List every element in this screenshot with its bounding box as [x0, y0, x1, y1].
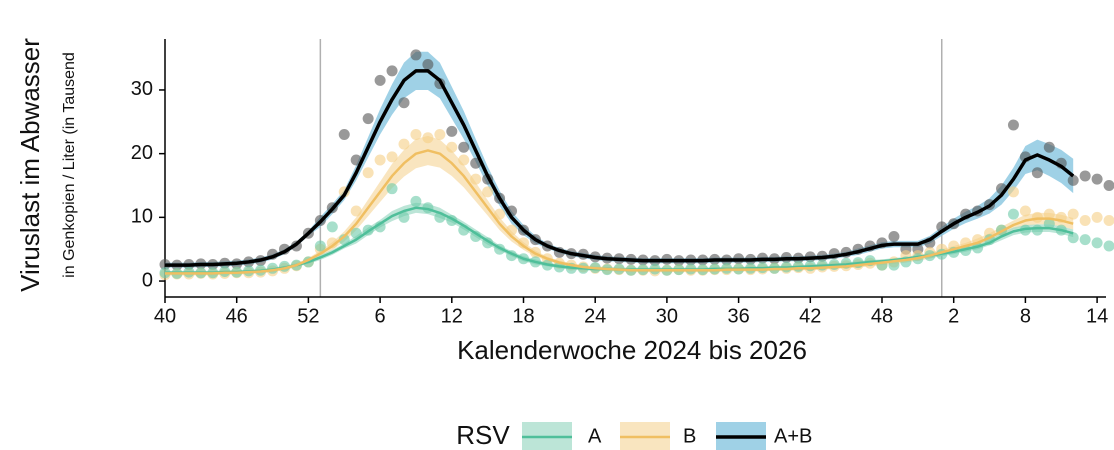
- x-tick-label: 6: [375, 305, 386, 327]
- y-tick-label: 20: [131, 142, 153, 164]
- data-point: [482, 186, 494, 198]
- data-point: [1031, 224, 1043, 236]
- confidence-band: [165, 51, 1074, 268]
- data-point: [374, 74, 386, 86]
- y-axis-sublabel: in Genkopien / Liter (in Tausend: [61, 52, 78, 278]
- data-point: [1007, 208, 1019, 220]
- confidence-band: [165, 135, 1074, 276]
- data-point: [1007, 119, 1019, 131]
- data-point: [1079, 170, 1091, 182]
- data-point: [386, 183, 398, 195]
- legend-label: A: [588, 425, 602, 447]
- data-point: [1079, 215, 1091, 227]
- x-axis-label: Kalenderwoche 2024 bis 2026: [457, 335, 807, 365]
- data-point: [434, 129, 446, 141]
- y-axis-label: Viruslast im Abwasser: [15, 38, 45, 292]
- data-point: [458, 154, 470, 166]
- x-tick-label: 12: [441, 305, 463, 327]
- data-point: [350, 205, 362, 217]
- data-point: [1103, 240, 1114, 252]
- x-tick-label: 52: [297, 305, 319, 327]
- data-point: [446, 141, 458, 153]
- data-point: [1043, 218, 1055, 230]
- legend-title: RSV: [456, 420, 510, 450]
- data-point: [362, 167, 374, 179]
- data-point: [470, 157, 482, 169]
- data-point: [1067, 232, 1079, 244]
- data-point: [1031, 211, 1043, 223]
- data-point: [518, 237, 529, 249]
- data-point: [350, 227, 362, 239]
- data-point: [410, 129, 422, 141]
- data-point: [326, 221, 338, 233]
- data-point: [1043, 141, 1055, 153]
- data-point: [1091, 211, 1103, 223]
- data-point: [458, 141, 470, 153]
- data-point: [374, 154, 386, 166]
- trend-line: [165, 149, 1074, 275]
- data-point: [422, 132, 434, 144]
- data-point: [470, 173, 482, 185]
- data-point: [1079, 234, 1091, 246]
- data-point: [1007, 186, 1019, 198]
- x-tick-label: 36: [727, 305, 749, 327]
- confidence-band: [165, 202, 1074, 275]
- data-point: [494, 208, 506, 220]
- data-point: [362, 113, 374, 125]
- legend-label: B: [683, 425, 696, 447]
- x-tick-label: 42: [799, 305, 821, 327]
- data-point: [446, 125, 458, 137]
- x-tick-label: 46: [226, 305, 248, 327]
- y-tick-label: 0: [142, 269, 153, 291]
- data-point: [350, 154, 362, 166]
- data-point: [410, 49, 422, 61]
- data-point: [1067, 174, 1079, 186]
- data-point: [386, 151, 398, 163]
- x-tick-label: 2: [948, 305, 959, 327]
- data-point: [398, 97, 410, 109]
- trend-line: [165, 69, 1075, 267]
- data-point: [422, 58, 434, 70]
- x-tick-label: 18: [512, 305, 534, 327]
- x-tick-label: 30: [656, 305, 678, 327]
- y-tick-label: 10: [131, 206, 153, 228]
- data-point: [386, 65, 398, 77]
- x-tick-label: 8: [1020, 305, 1031, 327]
- x-tick-label: 48: [871, 305, 893, 327]
- data-point: [1091, 237, 1103, 249]
- data-point: [338, 129, 350, 141]
- data-point: [1019, 205, 1031, 217]
- data-point: [1067, 208, 1079, 220]
- x-tick-label: 24: [584, 305, 606, 327]
- data-point: [326, 237, 338, 249]
- x-tick-label: 14: [1086, 305, 1108, 327]
- data-point: [314, 240, 326, 252]
- data-point: [1103, 180, 1114, 191]
- y-tick-label: 30: [131, 78, 153, 100]
- data-point: [1091, 173, 1103, 185]
- data-point: [888, 230, 900, 242]
- x-tick-label: 40: [154, 305, 176, 327]
- data-point: [1043, 208, 1055, 220]
- data-point: [398, 138, 410, 150]
- data-point: [1031, 167, 1043, 179]
- data-point: [1103, 215, 1114, 227]
- data-point: [398, 211, 410, 223]
- data-point: [338, 234, 350, 246]
- data-point: [410, 195, 422, 207]
- legend-label: A+B: [774, 425, 812, 447]
